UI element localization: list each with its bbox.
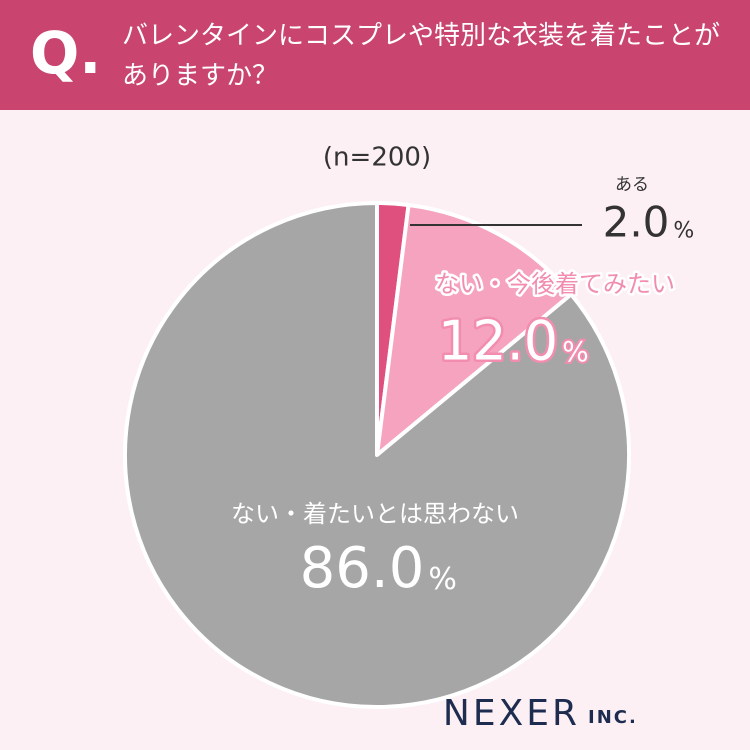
category-label: ある (615, 175, 649, 195)
category-label: ない・着たいとは思わない (231, 500, 519, 528)
subtitle: (n=200) (323, 143, 431, 173)
labels: ある 2.0 % ない・今後着てみたい 12.0 % ない・着たいとは思わない 86.0% (231, 175, 694, 601)
value-unit: % (673, 218, 694, 243)
q-mark: Q. (30, 19, 102, 87)
logo-suffix: INC. (588, 707, 638, 728)
value-label: 86.0 (300, 536, 425, 601)
logo: NEXER (443, 693, 580, 734)
category-label: ない・今後着てみたい (435, 270, 675, 298)
chart: (n=200) ある 2.0 % ない・今後着てみたい 12.0 % ない・着たいとは思わな… (123, 143, 694, 734)
value-unit: % (562, 335, 589, 368)
question: バレンタインにコスプレや特別な衣装を着たことがありますか？ (122, 21, 721, 91)
header: Q. バレンタインにコスプレや特別な衣装を着たことがありますか？ (0, 0, 750, 110)
value-label: 2.0 (603, 198, 670, 247)
value-unit: % (428, 562, 457, 597)
slice (375, 202, 574, 457)
value-label: 12.0 (438, 310, 558, 373)
slice (123, 201, 631, 709)
pie (123, 201, 631, 709)
